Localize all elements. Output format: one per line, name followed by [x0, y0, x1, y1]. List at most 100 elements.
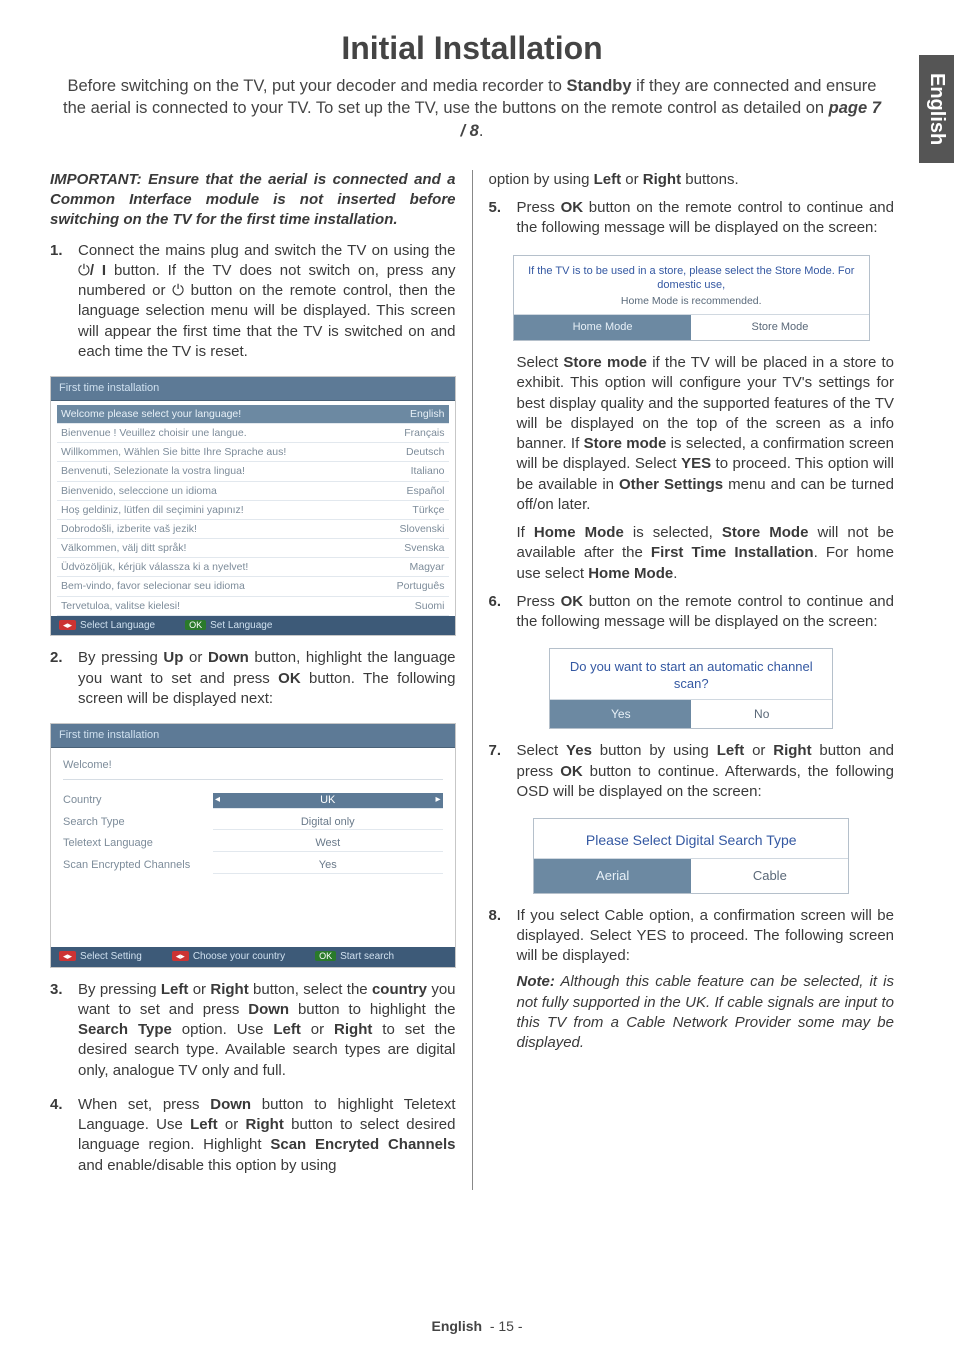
i-label: / I: [90, 262, 106, 279]
yes-button: Yes: [550, 700, 691, 728]
down-label: Down: [210, 1096, 251, 1113]
language-row: Benvenuti, Selezionate la vostra lingua!…: [57, 462, 449, 481]
shot-header: First time installation: [51, 724, 455, 748]
right-label: Right: [334, 1021, 372, 1038]
language-row: Bem-vindo, favor selecionar seu idiomaPo…: [57, 577, 449, 596]
step-number: 6.: [489, 592, 517, 639]
welcome-label: Welcome!: [63, 758, 443, 780]
step-number: 1.: [50, 241, 78, 369]
text: button, select the: [249, 981, 372, 998]
mode-selection-screenshot: If the TV is to be used in a store, plea…: [513, 255, 870, 342]
home-mode-label: Home Mode: [588, 565, 673, 582]
step-7: 7. Select Yes button by using Left or Ri…: [489, 741, 895, 808]
right-label: Right: [246, 1116, 284, 1133]
store-mode-label: Store Mode: [722, 524, 809, 541]
text: Connect the mains plug and switch the TV…: [78, 242, 456, 259]
ok-key-icon: OK: [315, 951, 336, 961]
setting-row: Teletext LanguageWest: [63, 833, 443, 855]
footer-lang: English: [431, 1318, 482, 1334]
power-icon: ⏻: [78, 262, 90, 279]
step-4: 4. When set, press Down button to highli…: [50, 1095, 456, 1182]
store-mode-button: Store Mode: [691, 315, 868, 340]
intro-standby: Standby: [566, 77, 631, 95]
ok-label: OK: [278, 670, 301, 687]
text: or: [301, 1021, 334, 1038]
text: When set, press: [78, 1096, 210, 1113]
nav-key-icon: ◂▸: [172, 951, 189, 961]
text: Press: [517, 593, 561, 610]
note-text: Although this cable feature can be selec…: [517, 973, 895, 1051]
step-number: 4.: [50, 1095, 78, 1182]
shot-footer: ◂▸Select Setting ◂▸Choose your country O…: [51, 947, 455, 967]
text: Search Type: [714, 832, 796, 848]
step-1: 1. Connect the mains plug and switch the…: [50, 241, 456, 369]
text: Select: [517, 742, 567, 759]
shot-footer: ◂▸ Select Language OK Set Language: [51, 616, 455, 636]
ok-label: OK: [560, 763, 583, 780]
left-label: Left: [594, 171, 622, 188]
digital-label: Digital: [675, 832, 714, 848]
text: .: [673, 565, 677, 582]
note-label: Note:: [517, 973, 555, 990]
intro-post: .: [479, 122, 484, 140]
channel-scan-screenshot: Do you want to start an automatic channe…: [549, 648, 833, 729]
language-row: Bienvenue ! Veuillez choisir une langue.…: [57, 424, 449, 443]
step-number: 3.: [50, 980, 78, 1087]
setting-row: Search TypeDigital only: [63, 812, 443, 834]
step-number: 7.: [489, 741, 517, 808]
text: or: [744, 742, 773, 759]
yes-label: Yes: [566, 742, 592, 759]
text: If you select Cable option, a confirmati…: [517, 906, 895, 967]
text: By pressing: [78, 981, 161, 998]
search-type-label: Search Type: [78, 1021, 172, 1038]
language-row: Üdvözöljük, kérjük válassza ki a nyelvet…: [57, 558, 449, 577]
ok-key-icon: OK: [185, 620, 206, 630]
right-label: Right: [773, 742, 811, 759]
intro-paragraph: Before switching on the TV, put your dec…: [50, 75, 894, 142]
footer-page: - 15 -: [490, 1318, 523, 1334]
footer-label: Select Language: [80, 620, 155, 631]
search-type-screenshot: Please Select Digital Search Type Aerial…: [533, 818, 849, 893]
nav-key-icon: ◂▸: [59, 620, 76, 630]
store-mode-label: Store mode: [563, 354, 647, 371]
language-list: Welcome please select your language!Engl…: [51, 401, 455, 616]
mode-sub: Home Mode is recommended.: [514, 294, 869, 314]
important-notice: IMPORTANT: Ensure that the aerial is con…: [50, 170, 456, 231]
shot-header: First time installation: [51, 377, 455, 401]
text: By pressing: [78, 649, 163, 666]
footer-label: Set Language: [210, 620, 272, 631]
text: or: [183, 649, 208, 666]
left-label: Left: [273, 1021, 301, 1038]
step-number: 5.: [489, 198, 517, 245]
language-row: Dobrodošli, izberite vaš jezik!Slovenski: [57, 520, 449, 539]
search-message: Please Select Digital Search Type: [534, 819, 848, 858]
left-label: Left: [717, 742, 745, 759]
text: option by using: [489, 171, 594, 188]
page-footer: English - 15 -: [0, 1318, 954, 1334]
intro-pre: Before switching on the TV, put your dec…: [68, 77, 567, 95]
no-button: No: [691, 700, 832, 728]
language-row: Bienvenido, seleccione un idiomaEspañol: [57, 482, 449, 501]
home-mode-button: Home Mode: [514, 315, 691, 340]
text: or: [218, 1116, 246, 1133]
text: and enable/disable this option by using: [78, 1157, 337, 1174]
right-label: Right: [210, 981, 248, 998]
scan-label: Scan Encryted Channels: [270, 1136, 455, 1153]
left-label: Left: [161, 981, 189, 998]
left-column: IMPORTANT: Ensure that the aerial is con…: [50, 170, 473, 1190]
right-column: and enable/disable this option by using …: [473, 170, 895, 1190]
footer-label: Select Setting: [80, 951, 142, 962]
step-number: 8.: [489, 906, 517, 1060]
footer-label: Choose your country: [193, 951, 285, 962]
language-row: Välkommen, välj ditt språk!Svenska: [57, 539, 449, 558]
text: or: [188, 981, 210, 998]
text: or: [621, 171, 643, 188]
step-5: 5. Press OK button on the remote control…: [489, 198, 895, 245]
text: button to highlight the: [289, 1001, 455, 1018]
text: buttons.: [681, 171, 739, 188]
step-2: 2. By pressing Up or Down button, highli…: [50, 648, 456, 715]
yes-label: YES: [681, 455, 711, 472]
first-time-label: First Time Installation: [651, 544, 814, 561]
setting-row: Scan Encrypted ChannelsYes: [63, 855, 443, 877]
store-mode-label: Store mode: [584, 435, 667, 452]
